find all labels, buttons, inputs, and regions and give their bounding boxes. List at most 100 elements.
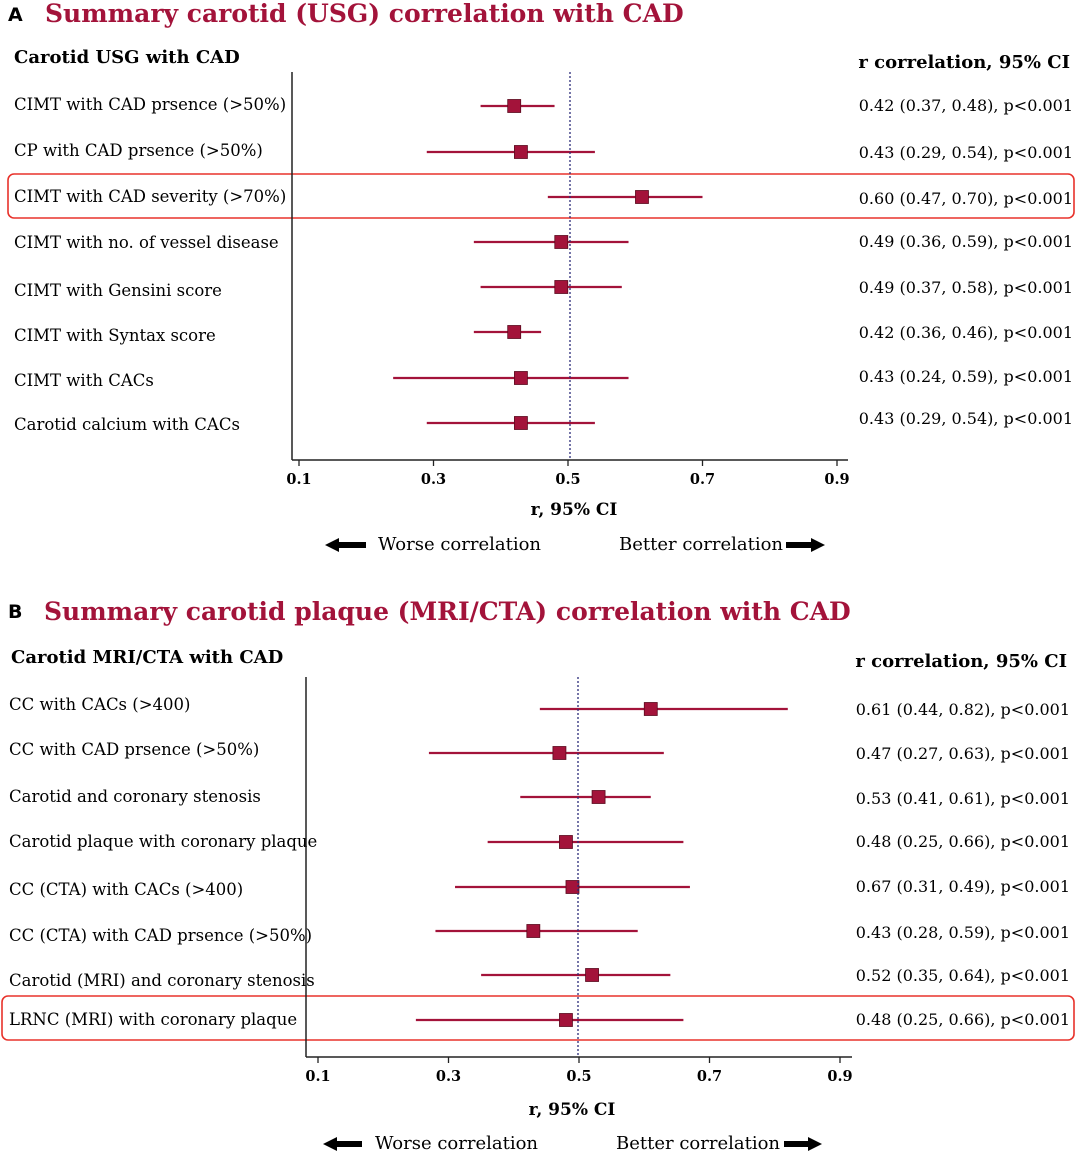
row-label: Carotid (MRI) and coronary stenosis <box>9 971 315 990</box>
row-label: Carotid and coronary stenosis <box>9 787 261 806</box>
rows-group: CC with CACs (>400) 0.61 (0.44, 0.82), p<… <box>9 695 1070 1029</box>
x-tick-label: 0.3 <box>421 471 446 488</box>
rows-group: CIMT with CAD prsence (>50%) 0.42 (0.37, … <box>14 95 1073 434</box>
x-tick-label: 0.9 <box>824 471 849 488</box>
row-value: 0.42 (0.37, 0.48), p<0.001 <box>859 96 1073 115</box>
point-estimate-marker <box>591 790 606 804</box>
better-correlation-label: Better correlation <box>616 1133 780 1154</box>
forest-row: Carotid plaque with coronary plaque 0.48 … <box>9 832 1070 851</box>
row-label: CIMT with CAD severity (>70%) <box>14 187 286 206</box>
forest-row: CC with CAD prsence (>50%) 0.47 (0.27, 0.… <box>9 740 1070 763</box>
point-estimate-marker <box>514 371 528 385</box>
row-value: 0.43 (0.24, 0.59), p<0.001 <box>859 367 1073 386</box>
row-value: 0.48 (0.25, 0.66), p<0.001 <box>856 1010 1070 1029</box>
chart-title: Summary carotid (USG) correlation with C… <box>45 0 684 28</box>
x-axis-ticks: 0.1 0.3 0.5 0.7 0.9 <box>305 1057 853 1085</box>
forest-row: CIMT with CAD severity (>70%) 0.60 (0.47,… <box>14 187 1073 208</box>
point-estimate-marker <box>507 325 522 339</box>
forest-row: CIMT with CAD prsence (>50%) 0.42 (0.37, … <box>14 95 1073 115</box>
row-value: 0.43 (0.29, 0.54), p<0.001 <box>859 409 1073 428</box>
row-label: CC with CAD prsence (>50%) <box>9 740 259 759</box>
row-value: 0.61 (0.44, 0.82), p<0.001 <box>856 700 1070 719</box>
row-value: 0.43 (0.29, 0.54), p<0.001 <box>859 143 1073 162</box>
panel-letter: B <box>8 601 22 623</box>
row-label: LRNC (MRI) with coronary plaque <box>9 1010 297 1029</box>
worse-correlation-label: Worse correlation <box>378 534 541 555</box>
x-tick-label: 0.1 <box>286 471 311 488</box>
point-estimate-marker <box>526 924 541 938</box>
x-tick-label: 0.7 <box>697 1068 722 1085</box>
x-axis-title: r, 95% CI <box>531 500 618 520</box>
highlight-box <box>7 173 1075 219</box>
row-label: CC (CTA) with CAD prsence (>50%) <box>9 926 312 945</box>
row-label: CC with CACs (>400) <box>9 695 190 714</box>
x-tick-label: 0.7 <box>690 471 715 488</box>
x-tick-label: 0.5 <box>555 471 580 488</box>
panel-a: A Summary carotid (USG) correlation with… <box>7 0 1075 555</box>
row-value: 0.47 (0.27, 0.63), p<0.001 <box>856 744 1070 763</box>
row-label: CIMT with no. of vessel disease <box>14 233 279 252</box>
forest-row: Carotid calcium with CACs 0.43 (0.29, 0.5… <box>14 409 1073 434</box>
row-value: 0.49 (0.37, 0.58), p<0.001 <box>859 278 1073 297</box>
row-label: CP with CAD prsence (>50%) <box>14 141 263 160</box>
forest-row: Carotid and coronary stenosis 0.53 (0.41,… <box>9 787 1070 808</box>
forest-row: CC with CACs (>400) 0.61 (0.44, 0.82), p<… <box>9 695 1070 719</box>
x-tick-label: 0.9 <box>827 1068 852 1085</box>
point-estimate-marker <box>565 880 580 894</box>
chart-title: Summary carotid plaque (MRI/CTA) correla… <box>44 597 851 626</box>
point-estimate-marker <box>514 416 528 430</box>
point-estimate-marker <box>635 190 649 204</box>
right-arrow-icon <box>784 1137 822 1151</box>
forest-row: CIMT with CACs 0.43 (0.24, 0.59), p<0.001 <box>14 367 1073 390</box>
worse-correlation-label: Worse correlation <box>375 1133 538 1154</box>
left-arrow-icon <box>323 1137 362 1151</box>
left-column-header: Carotid USG with CAD <box>14 47 240 68</box>
forest-row: CIMT with no. of vessel disease 0.49 (0.3… <box>14 232 1073 252</box>
right-column-header: r correlation, 95% CI <box>858 52 1070 73</box>
row-value: 0.43 (0.28, 0.59), p<0.001 <box>856 923 1070 942</box>
forest-row: CC (CTA) with CAD prsence (>50%) 0.43 (0.… <box>9 923 1070 945</box>
point-estimate-marker <box>559 835 573 849</box>
x-tick-label: 0.1 <box>305 1068 330 1085</box>
forest-row: Carotid (MRI) and coronary stenosis 0.52 … <box>9 966 1070 990</box>
right-column-header: r correlation, 95% CI <box>855 651 1067 672</box>
forest-row: CIMT with Gensini score 0.49 (0.37, 0.58)… <box>14 278 1073 300</box>
row-value: 0.52 (0.35, 0.64), p<0.001 <box>856 966 1070 985</box>
row-label: CIMT with CACs <box>14 371 154 390</box>
x-tick-label: 0.5 <box>566 1068 591 1085</box>
row-label: CIMT with Gensini score <box>14 281 222 300</box>
forest-row: CC (CTA) with CACs (>400) 0.67 (0.31, 0.4… <box>9 877 1070 899</box>
x-axis-ticks: 0.1 0.3 0.5 0.7 0.9 <box>286 460 850 488</box>
better-correlation-label: Better correlation <box>619 534 783 555</box>
point-estimate-marker <box>643 702 658 716</box>
row-value: 0.53 (0.41, 0.61), p<0.001 <box>856 789 1070 808</box>
left-column-header: Carotid MRI/CTA with CAD <box>11 647 283 668</box>
row-value: 0.60 (0.47, 0.70), p<0.001 <box>859 189 1073 208</box>
point-estimate-marker <box>585 968 599 982</box>
point-estimate-marker <box>514 145 528 159</box>
row-value: 0.49 (0.36, 0.59), p<0.001 <box>859 232 1073 251</box>
row-label: CIMT with Syntax score <box>14 326 216 345</box>
row-value: 0.42 (0.36, 0.46), p<0.001 <box>859 323 1073 342</box>
point-estimate-marker <box>554 235 569 249</box>
row-value: 0.48 (0.25, 0.66), p<0.001 <box>856 832 1070 851</box>
point-estimate-marker <box>554 280 569 294</box>
point-estimate-marker <box>559 1013 573 1027</box>
row-label: CIMT with CAD prsence (>50%) <box>14 95 286 114</box>
row-label: Carotid plaque with coronary plaque <box>9 832 317 851</box>
panel-b: B Summary carotid plaque (MRI/CTA) corre… <box>1 597 1075 1154</box>
forest-row: CP with CAD prsence (>50%) 0.43 (0.29, 0.… <box>14 141 1073 162</box>
left-arrow-icon <box>325 538 366 552</box>
row-label: Carotid calcium with CACs <box>14 415 240 434</box>
point-estimate-marker <box>507 99 522 113</box>
right-arrow-icon <box>786 538 825 552</box>
highlight-box <box>1 995 1075 1041</box>
forest-row: CIMT with Syntax score 0.42 (0.36, 0.46),… <box>14 323 1073 345</box>
x-tick-label: 0.3 <box>436 1068 461 1085</box>
row-label: CC (CTA) with CACs (>400) <box>9 880 243 899</box>
row-value: 0.67 (0.31, 0.49), p<0.001 <box>856 877 1070 896</box>
panel-letter: A <box>8 4 23 26</box>
x-axis-title: r, 95% CI <box>529 1100 616 1120</box>
forest-row: LRNC (MRI) with coronary plaque 0.48 (0.2… <box>9 1010 1070 1029</box>
